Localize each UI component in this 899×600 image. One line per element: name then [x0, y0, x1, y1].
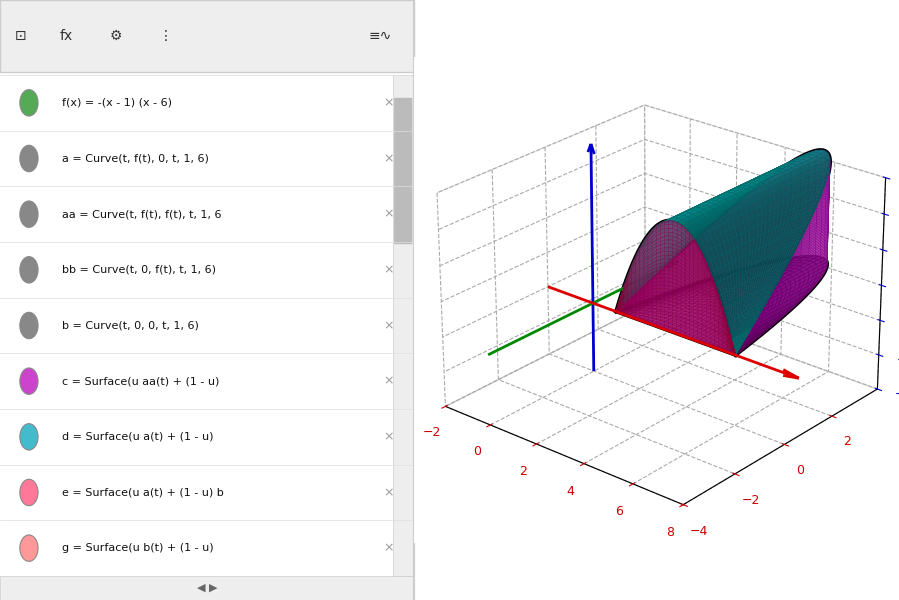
Text: ×: ×	[384, 486, 394, 499]
Text: ×: ×	[384, 542, 394, 554]
Circle shape	[20, 201, 38, 227]
Text: c = Surface(u aa(t) + (1 - u): c = Surface(u aa(t) + (1 - u)	[62, 376, 219, 386]
Text: ×: ×	[384, 319, 394, 332]
Text: d = Surface(u a(t) + (1 - u): d = Surface(u a(t) + (1 - u)	[62, 432, 214, 442]
Text: g = Surface(u b(t) + (1 - u): g = Surface(u b(t) + (1 - u)	[62, 543, 214, 553]
Circle shape	[20, 368, 38, 394]
Circle shape	[20, 89, 38, 116]
Text: ×: ×	[384, 152, 394, 165]
Text: ×: ×	[384, 97, 394, 109]
FancyBboxPatch shape	[0, 576, 414, 600]
Text: ◀ ▶: ◀ ▶	[197, 583, 217, 593]
Text: ×: ×	[384, 263, 394, 277]
Text: f(x) = -(x - 1) (x - 6): f(x) = -(x - 1) (x - 6)	[62, 98, 172, 108]
Text: fx: fx	[59, 29, 73, 43]
Text: a = Curve(t, f(t), 0, t, 1, 6): a = Curve(t, f(t), 0, t, 1, 6)	[62, 154, 209, 163]
Text: e = Surface(u a(t) + (1 - u) b: e = Surface(u a(t) + (1 - u) b	[62, 487, 224, 497]
Text: ≡∿: ≡∿	[369, 29, 392, 43]
Circle shape	[20, 145, 38, 172]
Circle shape	[20, 424, 38, 450]
Text: aa = Curve(t, f(t), f(t), t, 1, 6: aa = Curve(t, f(t), f(t), t, 1, 6	[62, 209, 221, 219]
Circle shape	[20, 257, 38, 283]
Text: ⊡: ⊡	[15, 29, 26, 43]
Text: bb = Curve(t, 0, f(t), t, 1, 6): bb = Curve(t, 0, f(t), t, 1, 6)	[62, 265, 216, 275]
Circle shape	[20, 479, 38, 506]
Text: ⚙: ⚙	[110, 29, 122, 43]
Text: ×: ×	[384, 430, 394, 443]
Text: ×: ×	[384, 208, 394, 221]
Text: b = Curve(t, 0, 0, t, 1, 6): b = Curve(t, 0, 0, t, 1, 6)	[62, 320, 199, 331]
Circle shape	[20, 312, 38, 338]
Text: ⋮: ⋮	[158, 29, 173, 43]
Text: ×: ×	[384, 374, 394, 388]
FancyBboxPatch shape	[393, 75, 414, 576]
Circle shape	[20, 535, 38, 562]
FancyBboxPatch shape	[394, 98, 413, 244]
FancyBboxPatch shape	[0, 0, 414, 72]
